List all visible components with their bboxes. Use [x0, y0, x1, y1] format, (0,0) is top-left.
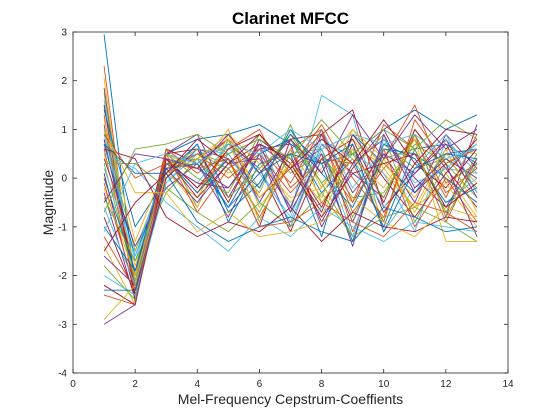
- x-tick-label: 10: [378, 379, 390, 390]
- y-tick-label: 3: [61, 28, 67, 39]
- y-tick-label: -2: [58, 271, 67, 282]
- y-tick-label: -3: [58, 320, 67, 331]
- x-tick-label: 0: [70, 379, 76, 390]
- axes-frame: [72, 31, 509, 374]
- series-line-47: [103, 119, 478, 213]
- x-axis-label: Mel-Frequency Cepstrum-Coeffients: [178, 391, 403, 407]
- series-line-46: [103, 114, 478, 203]
- x-tick-label: 12: [440, 379, 452, 390]
- series-line-36: [104, 143, 477, 291]
- x-tick-label: 14: [502, 379, 514, 390]
- x-tick-label: 4: [195, 379, 201, 390]
- series-line-40: [104, 163, 478, 242]
- y-tick-label: 1: [61, 125, 67, 136]
- series-line-44: [103, 134, 478, 238]
- x-tick-label: 2: [132, 379, 138, 390]
- series-line-49: [103, 119, 477, 252]
- series-line-48: [103, 128, 478, 232]
- series-line-45: [103, 129, 478, 238]
- x-tick-label: 8: [319, 379, 325, 390]
- y-tick-label: -1: [58, 222, 67, 233]
- y-tick-label: 0: [61, 174, 67, 185]
- x-tick-label: 6: [257, 379, 263, 390]
- y-tick-label: -4: [58, 369, 67, 380]
- series-layer: [103, 34, 478, 325]
- y-axis-label: Magnitude: [40, 170, 56, 236]
- chart-title: Clarinet MFCC: [232, 9, 349, 28]
- series-line-42: [103, 148, 477, 242]
- y-tick-label: 2: [61, 76, 67, 87]
- series-line-41: [103, 153, 477, 252]
